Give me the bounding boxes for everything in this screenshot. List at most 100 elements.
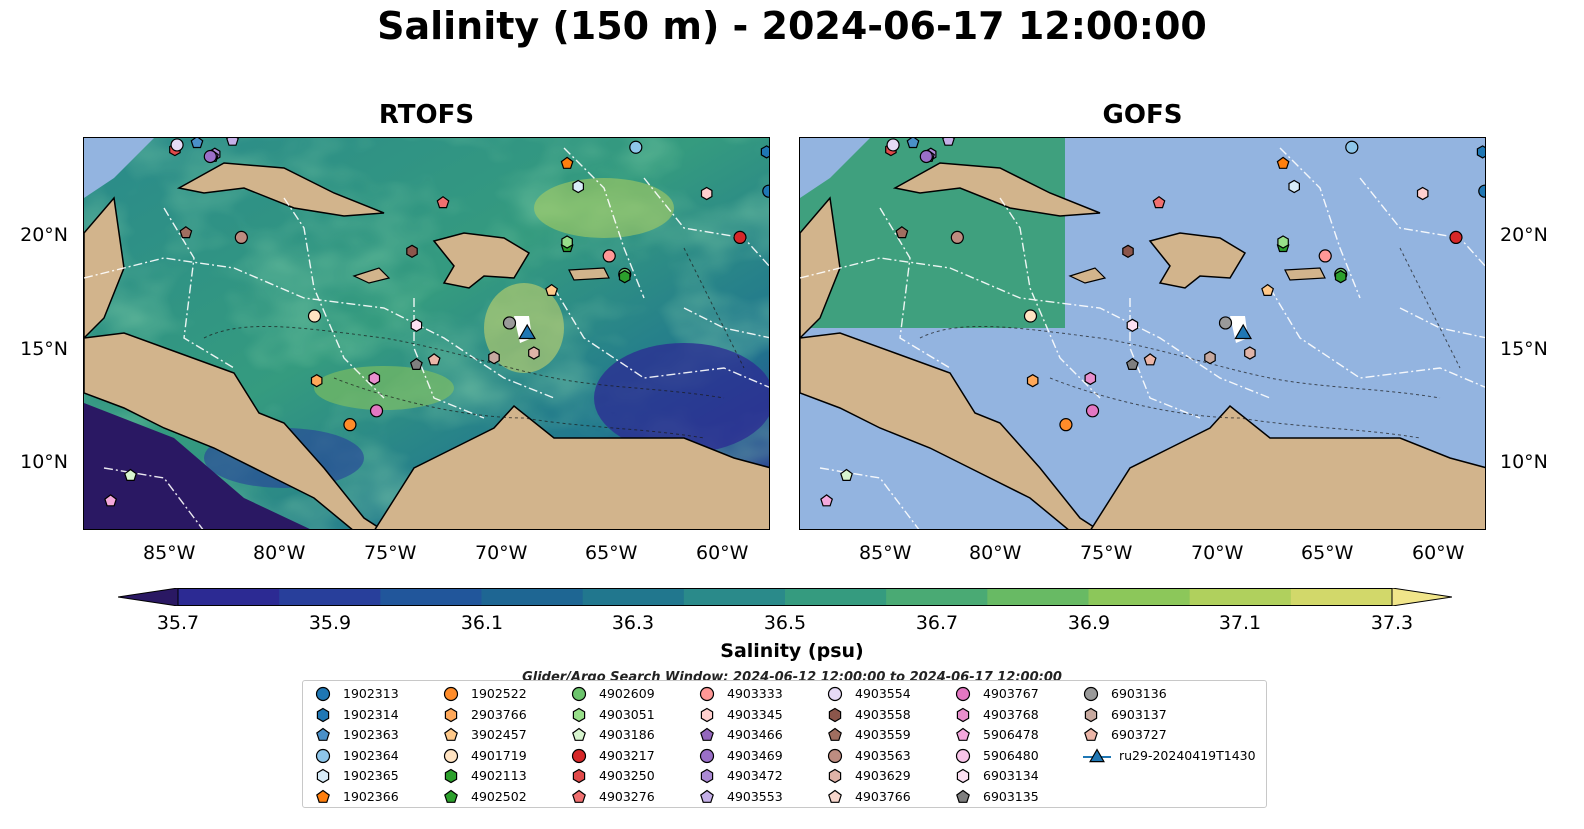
- float-marker-4903469[interactable]: [203, 149, 217, 164]
- gofs-map[interactable]: [799, 137, 1486, 530]
- legend-label: 6903136: [1111, 686, 1167, 701]
- legend-marker-icon: [572, 789, 586, 803]
- float-marker-4903051[interactable]: [1277, 235, 1289, 249]
- float-marker-1902364[interactable]: [1345, 140, 1359, 154]
- float-marker-3902457[interactable]: [545, 283, 559, 296]
- float-marker-6903137[interactable]: [488, 350, 500, 365]
- float-marker-4903553[interactable]: [226, 138, 239, 146]
- float-marker-4903345[interactable]: [1416, 186, 1429, 201]
- float-marker-4903563[interactable]: [234, 230, 248, 245]
- float-marker-1902363[interactable]: [190, 138, 204, 149]
- legend-marker-icon: [315, 686, 331, 702]
- float-marker-4903558[interactable]: [1122, 244, 1134, 258]
- float-marker-6903135[interactable]: [1125, 357, 1139, 370]
- float-marker-4901719[interactable]: [307, 309, 322, 323]
- legend-marker-icon: [316, 769, 330, 784]
- legend-label: 4903553: [727, 789, 783, 804]
- float-marker-4903629[interactable]: [528, 346, 540, 360]
- colorbar-cell: [1189, 588, 1292, 606]
- float-marker-4903333[interactable]: [602, 249, 616, 263]
- float-marker-6903727[interactable]: [427, 353, 441, 366]
- float-marker-4903345[interactable]: [700, 186, 713, 201]
- legend-label: 5906478: [983, 727, 1039, 743]
- float-marker-4903186[interactable]: [124, 468, 137, 481]
- colorbar-tick: 36.5: [763, 612, 807, 634]
- float-marker-4903217[interactable]: [733, 230, 747, 245]
- glider-marker[interactable]: [1234, 323, 1253, 340]
- float-marker-4903559[interactable]: [179, 226, 193, 239]
- float-marker-4903217[interactable]: [1449, 230, 1463, 245]
- float-marker-1902313[interactable]: [762, 184, 770, 198]
- float-marker-1902364[interactable]: [629, 140, 643, 154]
- legend-marker-icon: [444, 707, 458, 722]
- float-marker-4903554[interactable]: [170, 138, 184, 152]
- rtofs-float-markers: [104, 138, 770, 507]
- glider-marker[interactable]: [518, 323, 537, 340]
- float-marker-4903767[interactable]: [369, 404, 384, 418]
- float-marker-1902522[interactable]: [343, 418, 357, 432]
- float-marker-4903558[interactable]: [406, 244, 418, 258]
- float-marker-4903629[interactable]: [1244, 346, 1256, 360]
- float-marker-4903051[interactable]: [561, 235, 573, 249]
- float-marker-6903137[interactable]: [1204, 350, 1216, 365]
- legend-label: 2903766: [471, 706, 527, 722]
- lat-tick-left-20: 20°N: [20, 224, 68, 246]
- float-marker-3902457[interactable]: [1261, 283, 1275, 296]
- float-marker-5906478[interactable]: [104, 494, 118, 507]
- float-marker-1902363[interactable]: [906, 138, 920, 149]
- float-marker-1902366[interactable]: [560, 156, 574, 169]
- legend-label: 4903558: [855, 706, 911, 722]
- lon-tick-rtofs-80: 80°W: [253, 542, 306, 564]
- float-marker-4903553[interactable]: [942, 138, 955, 146]
- float-marker-6903727[interactable]: [1143, 353, 1157, 366]
- legend-label: 4902609: [599, 686, 655, 701]
- legend-label: 4903554: [855, 686, 911, 701]
- float-marker-4903186[interactable]: [840, 468, 853, 481]
- legend-label: 4903559: [855, 727, 911, 743]
- float-marker-6903136[interactable]: [1218, 316, 1233, 330]
- legend-marker-icon: [827, 686, 843, 702]
- float-marker-4903333[interactable]: [1318, 249, 1332, 263]
- float-marker-5906478[interactable]: [820, 494, 834, 507]
- lon-tick-rtofs-75: 75°W: [364, 542, 417, 564]
- float-marker-4903469[interactable]: [919, 149, 933, 164]
- float-marker-4902113[interactable]: [618, 270, 631, 284]
- rtofs-map[interactable]: [83, 137, 770, 530]
- colorbar-cell: [785, 588, 887, 606]
- float-marker-1902366[interactable]: [1276, 156, 1290, 169]
- colorbar-cell: [1088, 588, 1191, 606]
- float-marker-1902314[interactable]: [760, 145, 770, 159]
- colorbar-tick: 36.3: [611, 612, 655, 634]
- float-marker-6903134[interactable]: [1126, 318, 1139, 332]
- panel-title-gofs: GOFS: [1102, 100, 1183, 130]
- float-marker-2903766[interactable]: [310, 374, 323, 388]
- float-marker-6903134[interactable]: [410, 318, 423, 332]
- float-marker-4903554[interactable]: [886, 138, 900, 152]
- float-marker-1902365[interactable]: [1288, 179, 1300, 194]
- legend-marker-icon: [1084, 727, 1098, 742]
- legend-marker-icon: [443, 748, 459, 763]
- float-marker-6903135[interactable]: [409, 357, 423, 370]
- float-marker-1902365[interactable]: [572, 179, 584, 194]
- float-marker-1902522[interactable]: [1059, 418, 1073, 432]
- colorbar-cell: [1290, 588, 1393, 606]
- float-marker-4903276[interactable]: [1152, 195, 1166, 209]
- legend-marker-icon: [828, 769, 842, 784]
- lat-tick-left-15: 15°N: [20, 338, 68, 360]
- float-marker-4903563[interactable]: [950, 230, 964, 245]
- float-marker-2903766[interactable]: [1026, 374, 1039, 388]
- float-marker-4903768[interactable]: [368, 371, 381, 386]
- figure-title: Salinity (150 m) - 2024-06-17 12:00:00: [377, 4, 1207, 48]
- float-marker-1902313[interactable]: [1478, 184, 1486, 198]
- colorbar-cell: [178, 588, 280, 606]
- float-marker-4901719[interactable]: [1023, 309, 1038, 323]
- float-marker-4903767[interactable]: [1085, 404, 1100, 418]
- float-marker-4902113[interactable]: [1334, 270, 1347, 284]
- float-marker-6903136[interactable]: [502, 316, 517, 330]
- float-marker-1902314[interactable]: [1476, 145, 1486, 159]
- float-marker-4903559[interactable]: [895, 226, 909, 239]
- float-marker-4903768[interactable]: [1084, 371, 1097, 386]
- float-marker-4903276[interactable]: [436, 195, 450, 209]
- legend-label: 4903469: [727, 747, 783, 763]
- colorbar-extend-low: [118, 588, 179, 606]
